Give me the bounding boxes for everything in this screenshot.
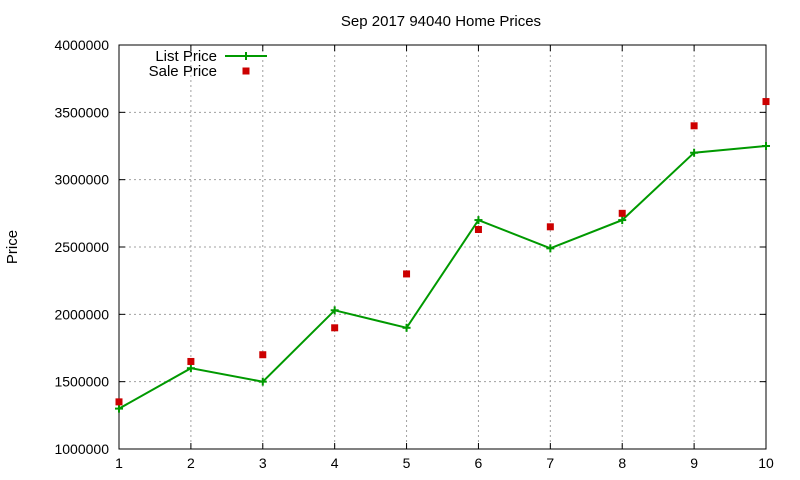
y-tick-label: 2000000 <box>54 306 109 322</box>
x-tick-label: 4 <box>331 455 339 471</box>
x-tick-label: 10 <box>758 455 774 471</box>
y-axis-ticks: 1000000 1500000 2000000 2500000 3000000 35000… <box>54 37 766 457</box>
point-sale-price <box>187 357 195 365</box>
point-sale-price <box>690 122 698 130</box>
y-tick-label: 3500000 <box>54 104 109 120</box>
point-sale-price <box>259 351 267 359</box>
point-list-price <box>186 364 195 373</box>
grid <box>119 45 766 449</box>
legend-entry-sale-price: Sale Price <box>149 63 250 80</box>
legend-entry-list-price: List Price <box>155 48 267 65</box>
x-tick-label: 3 <box>259 455 267 471</box>
series-line-list-price <box>118 145 767 410</box>
series-layer <box>115 98 770 413</box>
point-sale-price <box>331 324 339 332</box>
x-tick-label: 5 <box>403 455 411 471</box>
point-list-price <box>546 244 555 253</box>
point-list-price <box>258 377 267 386</box>
point-sale-price <box>403 270 411 278</box>
point-sale-price <box>618 209 626 217</box>
point-list-price <box>690 148 699 157</box>
plot-frame <box>118 44 767 450</box>
point-list-price <box>762 142 770 150</box>
point-sale-price <box>546 223 554 231</box>
legend-marker-list-price <box>242 52 250 60</box>
legend-label-sale-price: Sale Price <box>149 63 217 80</box>
x-tick-label: 7 <box>546 455 554 471</box>
x-tick-label: 8 <box>618 455 626 471</box>
chart-title: Sep 2017 94040 Home Prices <box>341 13 541 30</box>
y-tick-label: 1500000 <box>54 374 109 390</box>
point-list-price <box>474 216 483 225</box>
point-sale-price <box>474 225 482 233</box>
x-tick-label: 6 <box>475 455 483 471</box>
x-tick-label: 9 <box>690 455 698 471</box>
legend: List Price Sale Price <box>149 48 267 80</box>
x-tick-label: 2 <box>187 455 195 471</box>
y-tick-label: 4000000 <box>54 37 109 53</box>
y-tick-label: 2500000 <box>54 239 109 255</box>
legend-label-list-price: List Price <box>155 48 217 65</box>
point-list-price <box>402 323 411 332</box>
y-axis-label: Price <box>4 230 21 264</box>
x-tick-label: 1 <box>115 455 123 471</box>
point-list-price <box>618 216 627 225</box>
point-sale-price <box>762 98 770 106</box>
y-tick-label: 3000000 <box>54 172 109 188</box>
y-tick-label: 1000000 <box>54 441 109 457</box>
point-list-price <box>115 404 123 413</box>
point-sale-price <box>115 398 123 406</box>
point-list-price <box>330 306 339 315</box>
legend-marker-sale-price <box>242 67 250 75</box>
x-axis-ticks: 1 2 3 4 5 6 7 8 9 10 <box>115 45 774 471</box>
